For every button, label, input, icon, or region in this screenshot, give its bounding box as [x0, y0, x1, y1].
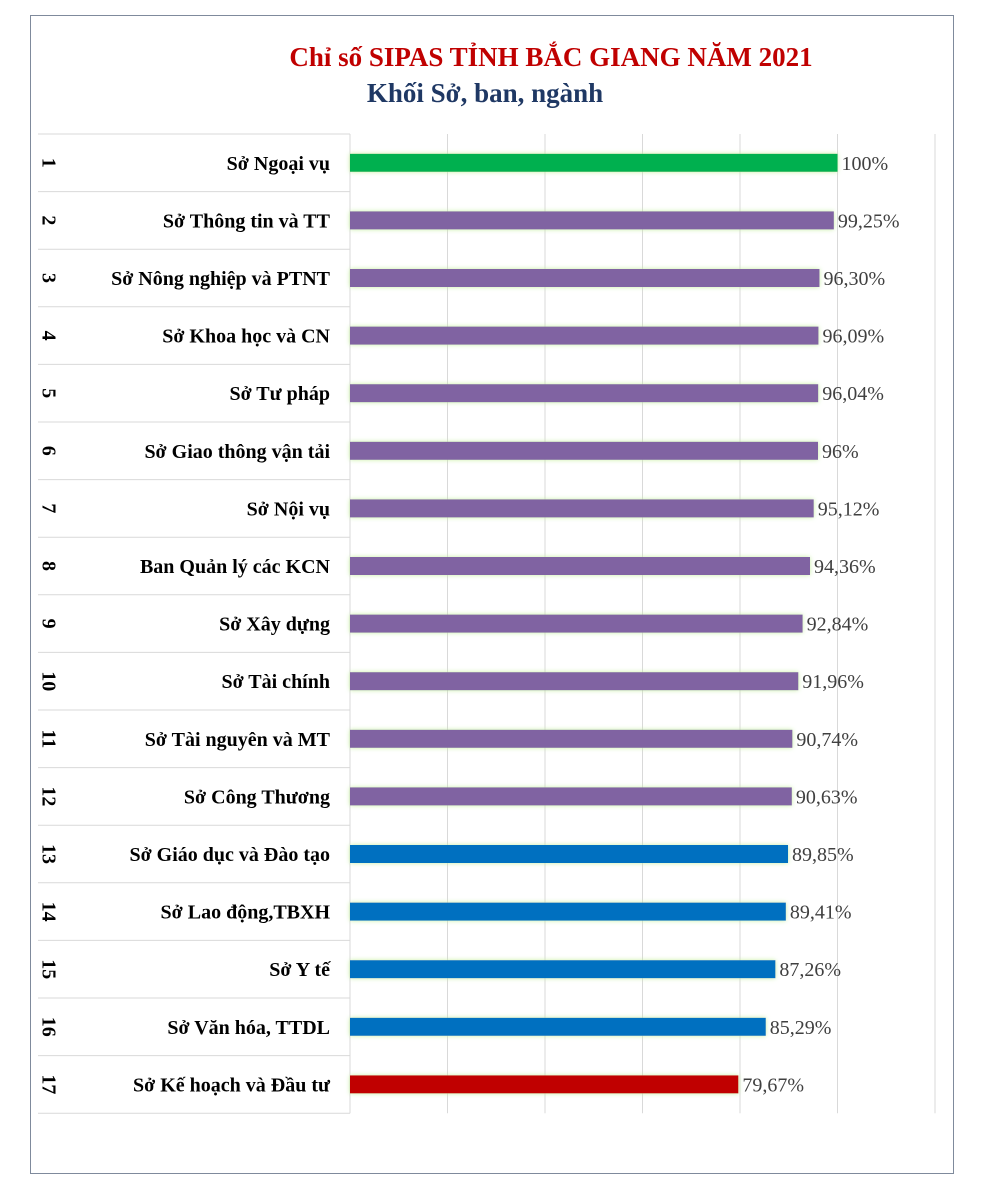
chart-subtitle: Khối Sở, ban, ngành	[366, 78, 604, 108]
rank-label: 3	[37, 273, 59, 283]
rank-label: 13	[37, 844, 59, 864]
rank-label: 5	[37, 388, 59, 398]
category-label: Sở Tài chính	[221, 671, 330, 693]
bar	[350, 211, 834, 230]
category-label: Sở Khoa học và CN	[162, 326, 330, 348]
bar	[350, 614, 803, 633]
bar	[350, 326, 819, 345]
data-label: 90,74%	[796, 729, 858, 751]
rank-label: 4	[37, 331, 59, 341]
rank-label: 2	[37, 215, 59, 225]
bar	[350, 1075, 739, 1094]
category-label: Sở Tài nguyên và MT	[145, 729, 331, 751]
data-label: 96%	[822, 441, 859, 463]
category-label: Sở Nội vụ	[247, 498, 330, 520]
category-label: Sở Giao thông vận tải	[144, 441, 330, 463]
bar	[350, 269, 820, 287]
category-label: Sở Ngoại vụ	[227, 153, 330, 175]
data-label: 100%	[842, 153, 889, 175]
bar	[350, 787, 792, 806]
rank-label: 7	[37, 503, 59, 513]
bar	[350, 153, 838, 172]
rank-label: 12	[37, 786, 59, 806]
rank-label: 10	[37, 671, 59, 691]
bar	[350, 1017, 766, 1036]
data-label: 96,30%	[823, 268, 885, 290]
rank-label: 17	[37, 1074, 59, 1094]
chart-frame	[30, 15, 954, 1174]
category-label: Sở Giáo dục và Đào tạo	[129, 844, 330, 866]
rank-label: 1	[37, 158, 59, 168]
category-label: Sở Tư pháp	[229, 383, 330, 405]
data-label: 89,85%	[792, 844, 854, 866]
bar	[350, 441, 818, 460]
data-label: 96,04%	[822, 383, 884, 405]
data-label: 95,12%	[818, 498, 880, 520]
bar	[350, 845, 789, 863]
category-label: Sở Xây dựng	[219, 614, 330, 636]
bar	[350, 557, 811, 575]
rank-label: 11	[37, 729, 59, 748]
category-label: Sở Nông nghiệp và PTNT	[111, 268, 331, 290]
data-label: 99,25%	[838, 210, 900, 232]
data-label: 92,84%	[807, 614, 869, 636]
bar	[350, 499, 814, 518]
data-label: 79,67%	[742, 1074, 804, 1096]
data-label: 94,36%	[814, 556, 876, 578]
bar	[350, 729, 793, 748]
data-label: 90,63%	[796, 786, 858, 808]
category-label: Sở Lao động,TBXH	[161, 902, 331, 924]
category-label: Sở Thông tin và TT	[163, 210, 331, 232]
chart-title: Chỉ số SIPAS TỈNH BẮC GIANG NĂM 2021	[289, 42, 813, 72]
bar	[350, 960, 776, 979]
category-label: Sở Y tế	[269, 959, 331, 981]
data-label: 91,96%	[802, 671, 864, 693]
rank-label: 16	[37, 1017, 59, 1037]
bar	[350, 902, 786, 921]
rank-label: 6	[37, 446, 59, 456]
data-label: 96,09%	[822, 326, 884, 348]
category-label: Ban Quản lý các KCN	[140, 556, 331, 578]
rank-label: 15	[37, 959, 59, 979]
data-label: 87,26%	[779, 959, 841, 981]
rank-label: 14	[37, 902, 59, 922]
data-label: 85,29%	[770, 1017, 832, 1039]
category-label: Sở Văn hóa, TTDL	[167, 1017, 330, 1039]
bar	[350, 384, 819, 403]
category-label: Sở Kế hoạch và Đầu tư	[133, 1074, 331, 1096]
rank-label: 9	[37, 619, 59, 629]
bar	[350, 672, 799, 691]
data-label: 89,41%	[790, 902, 852, 924]
rank-label: 8	[37, 561, 59, 571]
category-label: Sở Công Thương	[184, 786, 330, 808]
